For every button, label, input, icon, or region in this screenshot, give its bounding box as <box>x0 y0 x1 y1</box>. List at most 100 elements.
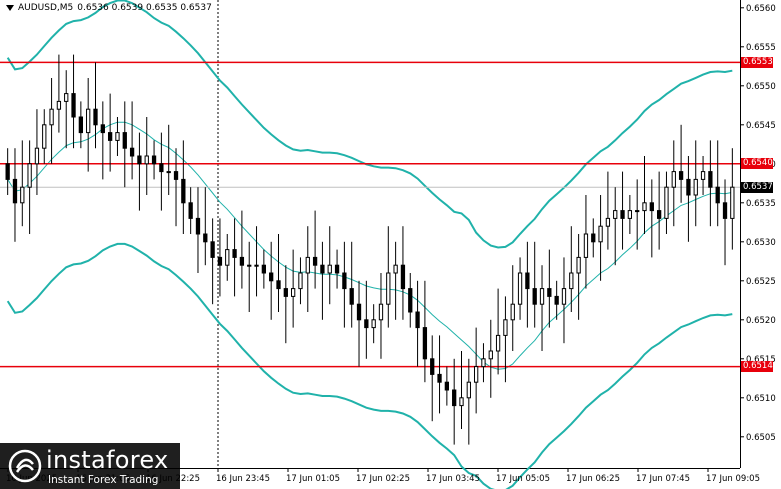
candle-body <box>430 358 435 375</box>
candle-body <box>583 233 589 258</box>
candle-body <box>591 233 596 243</box>
candle-body <box>437 373 442 383</box>
candle-body <box>100 124 105 134</box>
candle-body <box>510 303 515 321</box>
candle-body <box>129 147 135 157</box>
y-tick-label: 0.6510 <box>746 394 776 404</box>
candle-body <box>356 303 362 321</box>
candle-body <box>671 171 676 188</box>
candle-body <box>664 186 669 219</box>
candle-body <box>422 327 428 360</box>
candle-body <box>203 233 208 243</box>
candle-body <box>459 397 464 407</box>
watermark-brand: instaforex <box>46 446 169 474</box>
candle-body <box>715 186 720 204</box>
level-lines <box>0 61 740 368</box>
candle-body <box>481 358 486 368</box>
y-tick-label: 0.6560 <box>746 4 776 14</box>
level-tag: 0.6514 <box>741 361 773 373</box>
candle-body <box>71 93 76 118</box>
candle-body <box>261 264 267 274</box>
candle-body <box>473 366 479 383</box>
candle-body <box>364 319 369 329</box>
candle-body <box>5 163 10 180</box>
candle-body <box>649 202 654 212</box>
candle-body <box>327 264 332 274</box>
candle-body <box>554 295 559 305</box>
candle-body <box>283 288 288 297</box>
candle-body <box>525 272 530 290</box>
candle-body <box>378 303 384 321</box>
y-tick-label: 0.6515 <box>746 355 776 365</box>
candle-body <box>210 241 215 258</box>
candle-body <box>408 288 413 313</box>
candle-body <box>188 202 193 219</box>
candle-body <box>56 100 62 110</box>
candle-body <box>488 350 493 360</box>
candle-body <box>678 171 684 180</box>
candle-body <box>700 171 706 180</box>
candle-body <box>217 256 223 266</box>
candle-body <box>64 93 69 102</box>
candle-body <box>27 163 32 188</box>
y-tick-label: 0.6505 <box>746 433 776 443</box>
level-tag: 0.6540 <box>741 158 773 170</box>
upper-band <box>6 0 733 249</box>
candle-body <box>181 178 186 204</box>
candle-body <box>495 334 501 352</box>
candle-body <box>400 264 406 290</box>
candle-body <box>298 272 303 290</box>
candle-body <box>386 272 391 305</box>
candle-body <box>20 186 25 204</box>
y-tick-label: 0.6530 <box>746 238 776 248</box>
candle-body <box>269 272 274 282</box>
candle-body <box>107 132 113 141</box>
candle-body <box>576 256 581 274</box>
candle-body <box>34 147 40 165</box>
candle-body <box>452 389 457 407</box>
candle-body <box>49 108 54 126</box>
candle-body <box>254 264 259 267</box>
candle-body <box>290 288 296 297</box>
y-tick-label: 0.6520 <box>746 316 776 326</box>
candle-body <box>144 155 149 165</box>
candle-body <box>627 210 633 219</box>
candle-body <box>371 319 376 329</box>
candle-body <box>561 288 567 305</box>
y-tick-label: 0.6555 <box>746 43 776 53</box>
current-price-tag: 0.6537 <box>741 181 773 193</box>
candle-body <box>342 272 347 290</box>
x-tick-label: 17 Jun 06:25 <box>566 474 620 484</box>
candle-body <box>12 178 18 204</box>
candle-body <box>122 132 127 149</box>
candle-body <box>393 264 398 274</box>
candle-body <box>466 381 471 399</box>
candle-body <box>320 264 325 274</box>
dropdown-triangle-icon[interactable] <box>6 5 14 11</box>
candle-body <box>598 225 603 243</box>
y-tick-label: 0.6535 <box>746 199 776 209</box>
candle-body <box>305 256 310 274</box>
candle-body <box>708 171 713 188</box>
candle-body <box>195 217 201 235</box>
candle-body <box>137 155 142 165</box>
watermark-tagline: Instant Forex Trading <box>48 474 159 486</box>
candle-body <box>225 249 230 266</box>
candle-body <box>415 311 420 329</box>
candle-body <box>166 171 171 174</box>
lower-band <box>6 242 733 489</box>
candle-body <box>93 108 98 126</box>
y-tick-label: 0.6550 <box>746 82 776 92</box>
candle-body <box>656 210 662 219</box>
candle-body <box>159 163 164 173</box>
level-tag: 0.6553 <box>741 56 773 68</box>
candle-body <box>151 155 157 165</box>
x-tick-label: 17 Jun 01:05 <box>286 474 340 484</box>
x-tick-label: 17 Jun 02:25 <box>356 474 410 484</box>
candle-body <box>620 210 625 219</box>
symbol-label: AUDUSD,M5 <box>18 3 74 13</box>
candle-body <box>78 116 84 134</box>
candle-body <box>444 381 450 391</box>
candle-body <box>730 186 735 219</box>
